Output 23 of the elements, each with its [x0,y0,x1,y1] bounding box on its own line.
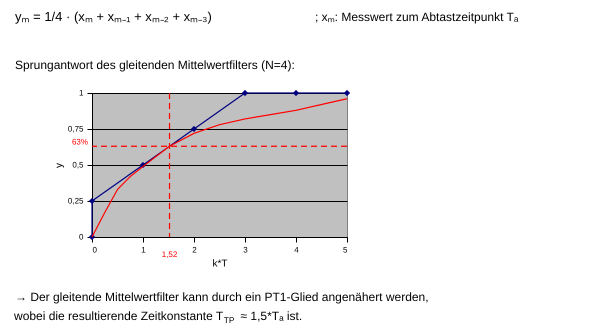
x-tick-label: 3 [243,246,248,254]
y-axis-title: y [54,163,65,168]
x-axis-title: k*T [212,258,228,270]
y-tick-label: 0,5 [72,160,84,170]
y-tick-label: 0,75 [68,124,84,134]
point [190,126,198,132]
y-tick-label: 1 [79,88,84,98]
y-tick-label: 0 [79,232,84,242]
text: → Der gleitende Mittelwertfilter kann durch ein PT1-Glied angenähert werden, [15,290,429,304]
chart-title: Sprungantwort des gleitenden Mittelwertfilters (N=4): [15,58,295,72]
x-tick-label: 4 [294,246,300,254]
y-tick-label: 0,25 [68,196,84,206]
x-tick-label: 0 [92,246,98,254]
text: yₘ = 1/4 · (xₘ + xₘ₋₁ + xₘ₋₂ + xₘ₋₃) [15,9,212,24]
text: ; xₘ: Messwert zum Abtastzeitpunkt Tₐ [315,10,519,24]
x-tick-label: 1 [141,246,146,254]
ref-line-label: 63% [72,137,88,146]
x-tick-label: 5 [343,246,348,254]
point [344,90,350,96]
point [242,90,248,96]
x-tick-label: 2 [192,246,198,254]
ref-line-label: 1,52 [162,250,178,259]
point [292,90,300,96]
